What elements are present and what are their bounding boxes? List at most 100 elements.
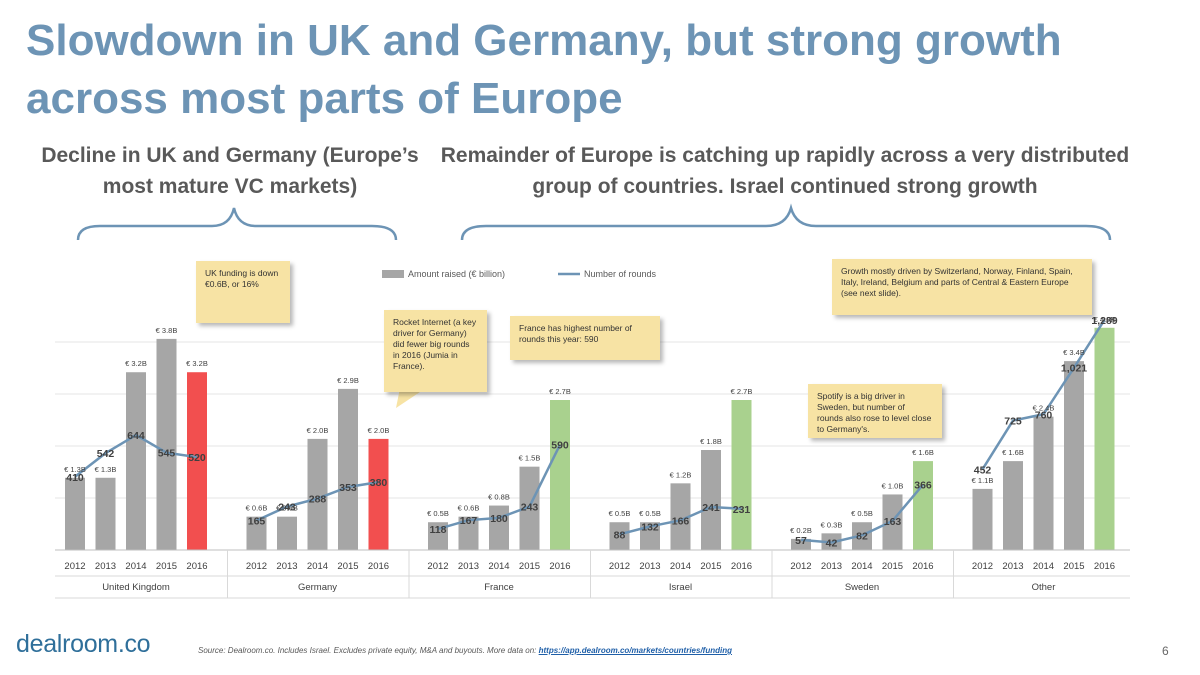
x-tick-year: 2016 [368, 561, 389, 572]
bar-value-label: € 2.9B [337, 376, 359, 385]
bar [972, 488, 993, 550]
bar-value-label: € 1.3B [64, 465, 86, 474]
country-label: Other [1032, 582, 1056, 593]
bar-value-label: € 0.5B [427, 509, 449, 518]
rounds-label: 165 [248, 516, 266, 528]
bar-value-label: € 1.2B [670, 470, 692, 479]
bar [1033, 416, 1054, 550]
bar-value-label: € 2.4B [1033, 404, 1055, 413]
brace-right [460, 203, 1112, 241]
x-tick-year: 2016 [912, 561, 933, 572]
bar-value-label: € 1.6B [912, 448, 934, 457]
rounds-label: 1,289 [1091, 315, 1117, 327]
x-tick-year: 2012 [64, 561, 85, 572]
x-tick-year: 2016 [186, 561, 207, 572]
page-number: 6 [1162, 644, 1169, 658]
bar [338, 388, 358, 550]
bar [670, 483, 691, 550]
bar [731, 400, 752, 550]
rounds-label: 380 [370, 477, 388, 489]
rounds-label: 57 [795, 535, 807, 547]
bar-value-label: € 0.6B [458, 504, 480, 513]
callout-other: Growth mostly driven by Switzerland, Nor… [832, 259, 1092, 315]
rounds-line [800, 483, 924, 544]
rounds-label: 452 [974, 464, 992, 476]
x-tick-year: 2015 [1063, 561, 1084, 572]
x-tick-year: 2012 [790, 561, 811, 572]
x-tick-year: 2015 [519, 561, 540, 572]
country-label: Germany [298, 582, 337, 593]
rounds-line [619, 505, 742, 536]
rounds-label: 243 [278, 502, 296, 514]
rounds-label: 82 [856, 530, 868, 542]
x-tick-year: 2015 [156, 561, 177, 572]
x-tick-year: 2014 [488, 561, 509, 572]
source-text: Source: Dealroom.co. Includes Israel. Ex… [198, 646, 539, 655]
subhead-catching-up: Remainder of Europe is catching up rapid… [440, 144, 1130, 198]
bar-value-label: € 0.5B [609, 509, 631, 518]
x-tick-year: 2014 [1033, 561, 1054, 572]
bar-value-label: € 0.3B [821, 520, 843, 529]
rounds-label: 288 [309, 494, 327, 506]
bar [187, 372, 207, 550]
rounds-line [981, 319, 1106, 470]
bar-value-label: € 0.8B [488, 493, 510, 502]
x-tick-year: 2015 [700, 561, 721, 572]
legend-bar-label: Amount raised (€ billion) [408, 269, 505, 279]
bar [1003, 461, 1023, 550]
bar [1064, 361, 1084, 550]
bar [65, 477, 85, 550]
callout-sweden: Spotify is a big driver in Sweden, but n… [808, 384, 942, 438]
rounds-label: 42 [826, 538, 838, 550]
x-tick-year: 2012 [609, 561, 630, 572]
bar-value-label: € 2.7B [549, 387, 571, 396]
bar [913, 461, 933, 550]
x-tick-year: 2012 [427, 561, 448, 572]
country-label: Sweden [845, 582, 879, 593]
bar-value-label: € 0.5B [851, 509, 873, 518]
rounds-line [74, 433, 198, 478]
x-tick-year: 2012 [246, 561, 267, 572]
bar-value-label: € 3.2B [125, 359, 147, 368]
bar-value-label: € 1.1B [972, 476, 994, 485]
callout-france: France has highest number of rounds this… [510, 316, 660, 360]
bar [1094, 327, 1115, 550]
bar [246, 516, 267, 550]
rounds-label: 163 [884, 516, 902, 528]
bar [609, 522, 630, 550]
rounds-label: 166 [672, 515, 690, 527]
bar-value-label: € 1.6B [1002, 448, 1024, 457]
rounds-line [255, 480, 379, 522]
bar-value-label: € 0.2B [790, 526, 812, 535]
logo-main: dealroom [16, 630, 118, 658]
brace-left [76, 207, 398, 241]
x-tick-year: 2012 [972, 561, 993, 572]
bar [519, 466, 540, 550]
bar-value-label: € 1.5B [519, 454, 541, 463]
x-tick-year: 2013 [95, 561, 116, 572]
bar [156, 338, 177, 550]
bar-value-label: € 0.5B [639, 509, 661, 518]
x-tick-year: 2013 [276, 561, 297, 572]
page-title: Slowdown in UK and Germany, but strong g… [26, 16, 1062, 123]
rounds-label: 88 [614, 529, 626, 541]
rounds-label: 520 [188, 452, 206, 464]
rounds-label: 180 [490, 513, 508, 525]
x-tick-year: 2015 [882, 561, 903, 572]
x-tick-year: 2014 [125, 561, 146, 572]
legend-line-label: Number of rounds [584, 269, 657, 279]
bar-value-label: € 0.6B [246, 504, 268, 513]
bar [277, 516, 297, 550]
bar [458, 516, 479, 550]
country-label: Israel [669, 582, 692, 593]
bar [126, 372, 146, 550]
bar [428, 522, 448, 550]
bar-value-label: € 2.7B [731, 387, 753, 396]
bar-value-label: € 3.4B [1063, 348, 1085, 357]
x-tick-year: 2016 [731, 561, 752, 572]
source-link[interactable]: https://app.dealroom.co/markets/countrie… [538, 646, 732, 655]
dealroom-logo: dealroom.co [16, 630, 151, 659]
bar-value-label: € 3.8B [156, 326, 178, 335]
rounds-label: 644 [127, 430, 145, 442]
bar-value-label: € 1.8B [700, 437, 722, 446]
